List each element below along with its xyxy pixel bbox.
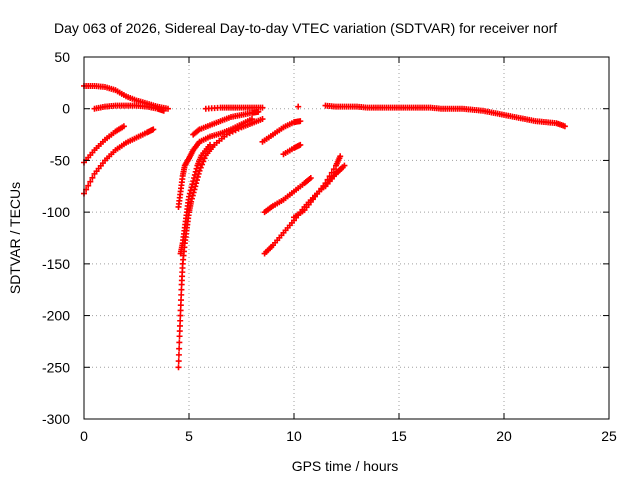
data-point	[176, 339, 183, 346]
data-point	[199, 161, 206, 168]
series-arc15	[291, 153, 344, 221]
data-point	[341, 162, 348, 169]
series-arc4	[81, 126, 157, 197]
series-arc8	[190, 108, 262, 138]
series-arc7	[177, 141, 213, 257]
data-point	[201, 155, 208, 162]
series-arc13	[261, 175, 314, 216]
data-point	[177, 317, 184, 324]
data-point	[176, 333, 183, 340]
axis-ticks: 0 5 10 15 20 25 50 0 -50 -100 -150 -200 -250 -300	[42, 49, 617, 444]
series-arc10	[259, 118, 304, 145]
x-tick-label: 10	[286, 428, 302, 444]
data-points	[81, 82, 568, 371]
data-point	[120, 123, 127, 130]
data-point	[193, 165, 200, 172]
series-arc9	[202, 104, 266, 112]
data-point	[328, 169, 335, 176]
plot-frame	[83, 56, 610, 420]
data-point	[561, 123, 568, 130]
data-point	[176, 345, 183, 352]
data-point	[297, 141, 304, 148]
series-arc3	[81, 123, 127, 166]
series-arc16	[322, 162, 348, 190]
data-point	[191, 175, 198, 182]
series-arc11	[280, 141, 304, 158]
x-tick-label: 20	[496, 428, 512, 444]
data-point	[259, 116, 266, 123]
x-tick-label: 0	[80, 428, 88, 444]
data-point	[197, 164, 204, 171]
data-point	[330, 166, 337, 173]
data-point	[177, 302, 184, 309]
data-point	[176, 322, 183, 329]
series-arc17	[322, 102, 568, 130]
data-point	[89, 174, 96, 181]
data-point	[337, 153, 344, 160]
data-point	[249, 116, 255, 123]
data-point	[178, 291, 185, 298]
data-point	[186, 193, 192, 200]
y-tick-label: -50	[50, 152, 70, 168]
data-point	[187, 187, 194, 194]
data-point	[178, 286, 185, 293]
data-point	[192, 168, 199, 175]
y-axis-label: SDTVAR / TECUs	[7, 182, 23, 294]
x-tick-label: 5	[185, 428, 193, 444]
x-tick-label: 25	[601, 428, 617, 444]
y-tick-label: -200	[42, 308, 70, 324]
data-point	[297, 118, 304, 125]
y-tick-label: 50	[54, 49, 70, 65]
data-point	[191, 171, 198, 178]
data-point	[175, 364, 182, 371]
data-point	[160, 107, 167, 114]
data-point	[189, 181, 196, 188]
data-point	[177, 307, 184, 314]
data-point	[295, 103, 302, 110]
data-point	[259, 104, 266, 111]
x-axis-label: GPS time / hours	[292, 458, 399, 474]
y-tick-label: -250	[42, 359, 70, 375]
y-tick-label: 0	[62, 101, 70, 117]
data-point	[176, 328, 183, 335]
y-tick-label: -100	[42, 204, 70, 220]
data-point	[165, 105, 171, 112]
chart-title: Day 063 of 2026, Sidereal Day-to-day VTE…	[54, 20, 557, 36]
data-point	[87, 178, 94, 185]
x-tick-label: 15	[391, 428, 407, 444]
data-point	[175, 351, 182, 358]
y-tick-label: -150	[42, 256, 70, 272]
series-arc2	[91, 102, 167, 114]
series-arc6	[175, 116, 255, 210]
data-point	[188, 184, 195, 191]
y-tick-label: -300	[42, 411, 70, 427]
data-point	[186, 190, 193, 197]
data-point	[175, 358, 182, 365]
data-point	[307, 175, 314, 182]
series-arc12	[295, 103, 302, 110]
data-point	[190, 178, 197, 185]
data-point	[85, 182, 92, 189]
data-point	[207, 141, 213, 148]
data-point	[177, 312, 184, 319]
data-point	[178, 297, 185, 304]
data-point	[150, 126, 157, 133]
